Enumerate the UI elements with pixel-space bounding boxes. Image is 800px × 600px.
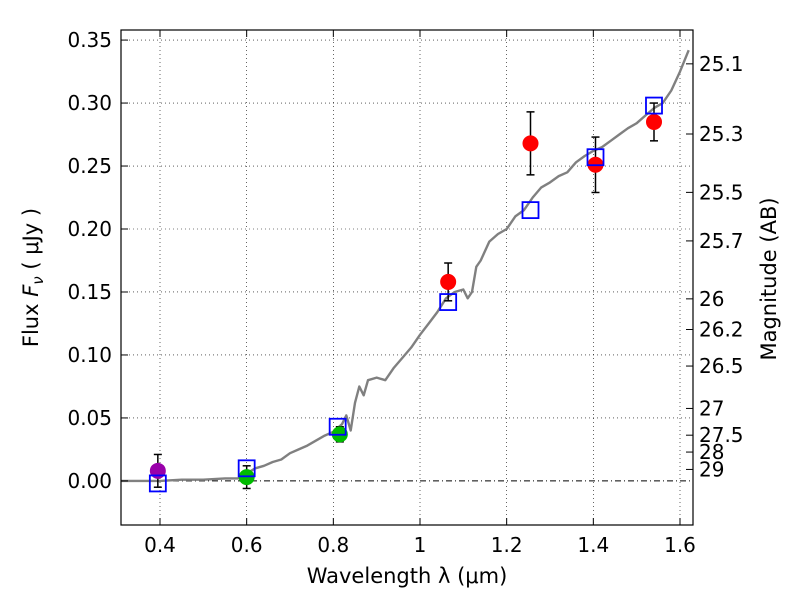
y-axis-label-unit: ( μJy ) (19, 208, 43, 276)
magnitude-tick-label: 26.2 (699, 317, 744, 341)
x-tick-label: 1.2 (491, 533, 523, 557)
y-axis-label-prefix: Flux (19, 297, 43, 347)
y-tick-label: 0.05 (67, 406, 112, 430)
observed-photometry-layer (149, 102, 662, 490)
y-tick-label: 0.25 (67, 154, 112, 178)
magnitude-tick-label: 27 (699, 396, 724, 420)
model-sed-layer (121, 49, 690, 483)
x-tick-label: 0.6 (231, 533, 263, 557)
y-axis-label-subscript: ν (29, 276, 47, 284)
y-tick-label: 0.35 (67, 28, 112, 52)
magnitude-tick-label: 26 (699, 287, 724, 311)
magnitude-tick-label: 25.3 (699, 122, 744, 146)
plot-frame (120, 29, 694, 526)
model-sed-line (121, 49, 690, 483)
y-tick-label: 0.10 (67, 343, 112, 367)
model-photometry-point (521, 201, 540, 220)
observed-point (440, 273, 457, 290)
x-tick-label: 1 (414, 533, 427, 557)
model-photometry-point (439, 293, 458, 311)
magnitude-tick-label: 25.5 (699, 180, 744, 204)
y-tick-label: 0.00 (67, 469, 112, 493)
magnitude-axis-label: Magnitude (AB) (757, 197, 781, 360)
model-photometry-point (586, 148, 605, 167)
grid (121, 30, 693, 525)
x-tick-label: 1.6 (664, 533, 696, 557)
y-tick-label: 0.15 (67, 280, 112, 304)
y-axis-label: Flux Fν ( μJy ) (19, 208, 47, 347)
model-photometry-point (328, 417, 347, 436)
magnitude-tick-label: 25.7 (699, 229, 744, 253)
model-photometry-point (237, 459, 256, 478)
model-photometry-point (645, 96, 663, 115)
magnitude-tick-label: 28 (699, 440, 724, 464)
x-tick-label: 0.8 (317, 533, 349, 557)
x-tick-label: 1.4 (577, 533, 609, 557)
magnitude-tick-label: 29 (699, 457, 724, 481)
y-tick-label: 0.20 (67, 217, 112, 241)
observed-point (522, 135, 539, 152)
y-tick-label: 0.30 (67, 91, 112, 115)
y-axis-label-symbol: F (19, 284, 43, 297)
x-tick-label: 0.4 (144, 533, 176, 557)
axis-ticks: 0.4 0.6 0.8 1 1.2 1.4 1.6 0.00 0.05 0.10 0.15 0.20 0… (67, 28, 743, 557)
observed-point (149, 462, 166, 479)
magnitude-tick-label: 27.5 (699, 423, 744, 447)
observed-point (646, 113, 662, 130)
model-photometry-point (148, 474, 167, 493)
x-axis-label: Wavelength λ (μm) (307, 564, 508, 588)
model-photometry-layer (148, 96, 663, 493)
magnitude-tick-label: 26.5 (699, 354, 744, 378)
magnitude-tick-label: 25.1 (699, 52, 744, 76)
